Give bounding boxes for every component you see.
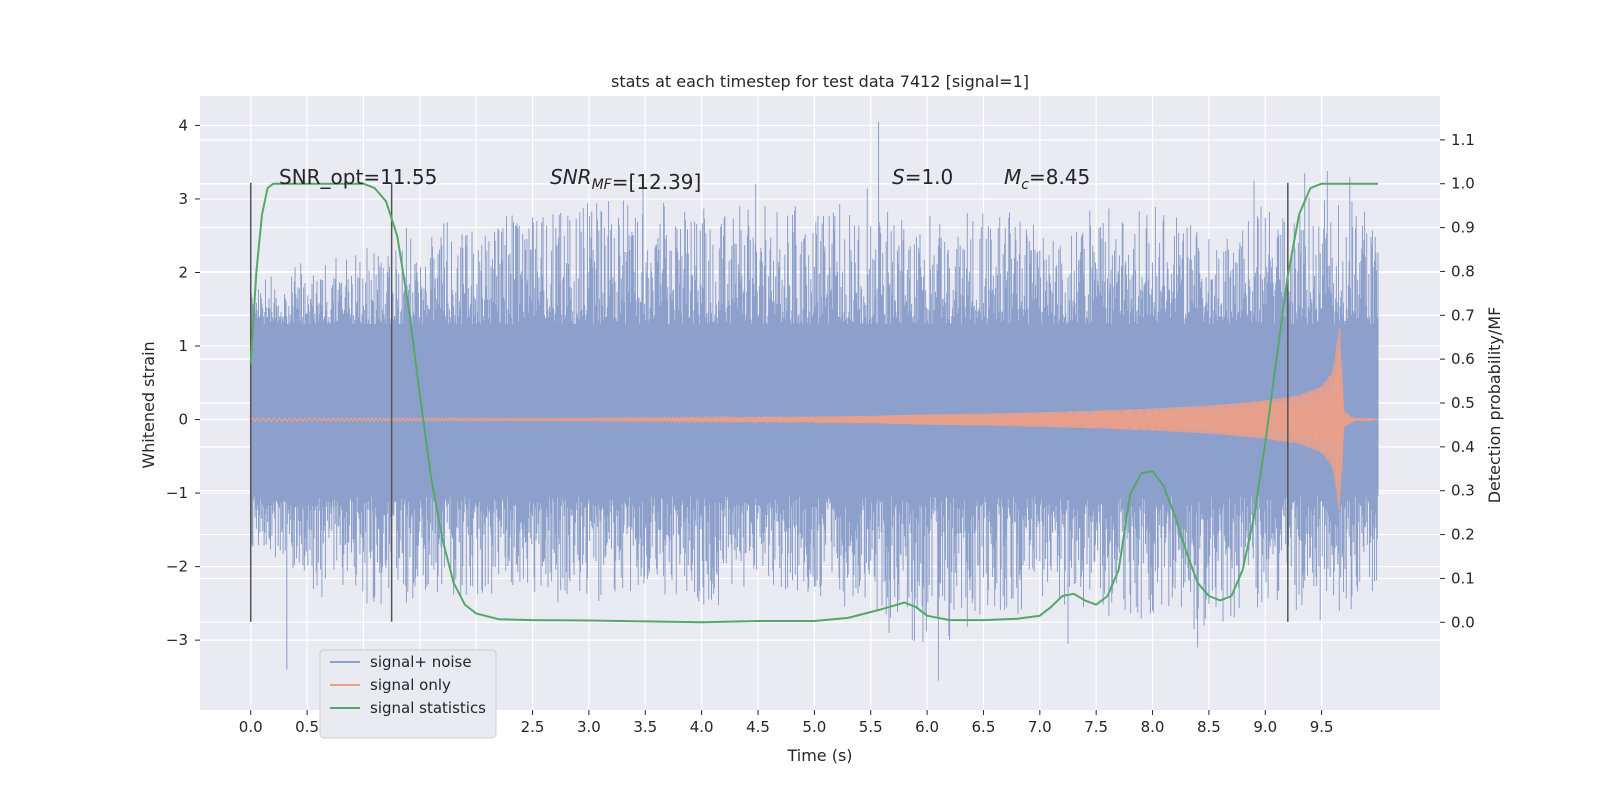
- x-tick-label: 0.0: [239, 718, 263, 736]
- x-tick-label: 6.5: [972, 718, 996, 736]
- x-tick-label: 5.5: [859, 718, 883, 736]
- x-tick-label: 9.5: [1310, 718, 1334, 736]
- y-tick-label: 2: [178, 263, 188, 281]
- x-tick-label: 3.5: [633, 718, 657, 736]
- y-tick-label: −1: [166, 484, 188, 502]
- legend-label-noise: signal+ noise: [370, 653, 472, 671]
- x-tick-label: 4.5: [746, 718, 770, 736]
- annotation-s-main: S: [892, 165, 905, 189]
- x-tick-label: 6.0: [915, 718, 939, 736]
- window-markers: [249, 182, 1289, 622]
- annotation-mc: Mc=8.45: [1004, 165, 1090, 193]
- legend-label-signal: signal only: [370, 676, 451, 694]
- x-tick-label: 9.0: [1253, 718, 1277, 736]
- signal-only-envelope: [814, 327, 1350, 512]
- y-axis-label: Whitened strain: [139, 341, 158, 468]
- signal-statistics-series: [249, 182, 1378, 624]
- annotation-snr-opt: SNR_opt=11.55: [279, 165, 437, 189]
- annotation-mc-rest: =8.45: [1029, 165, 1090, 189]
- y-tick-label: 0: [178, 411, 188, 429]
- y2-axis-ticks: 0.0 0.1 0.2 0.3 0.4 0.5 0.6 0.7 0.8 0.9 1.0 1.1: [1440, 131, 1475, 631]
- y2-tick-label: 0.1: [1451, 569, 1475, 587]
- y2-tick-label: 0.4: [1451, 438, 1475, 456]
- x-axis-label: Time (s): [786, 746, 852, 765]
- y2-tick-label: 1.1: [1451, 131, 1475, 149]
- y-tick-label: 1: [178, 337, 188, 355]
- y2-tick-label: 0.2: [1451, 526, 1475, 544]
- x-tick-label: 7.0: [1028, 718, 1052, 736]
- y2-tick-label: 1.0: [1451, 175, 1475, 193]
- y-axis-ticks: −3 −2 −1 0 1 2 3 4: [166, 116, 200, 649]
- x-tick-label: 8.0: [1141, 718, 1165, 736]
- y-tick-label: −3: [166, 631, 188, 649]
- y-tick-label: 4: [178, 116, 188, 134]
- signal-statistics-line: [249, 182, 1378, 624]
- annotation-snr-mf-rest: =[12.39]: [612, 170, 702, 194]
- x-tick-label: 4.0: [690, 718, 714, 736]
- chart-title: stats at each timestep for test data 741…: [611, 72, 1029, 91]
- legend-label-stats: signal statistics: [370, 699, 486, 717]
- annotation-mc-sub: c: [1021, 177, 1029, 193]
- y2-tick-label: 0.0: [1451, 613, 1475, 631]
- legend: signal+ noise signal only signal statist…: [319, 649, 497, 739]
- y2-axis-label: Detection probability/MF: [1485, 307, 1504, 504]
- annotation-snr-mf: SNRMF=[12.39]: [550, 165, 701, 194]
- x-axis-ticks: 0.00.51.01.52.02.53.03.54.04.55.05.56.06…: [239, 710, 1334, 736]
- x-tick-label: 8.5: [1197, 718, 1221, 736]
- x-tick-label: 0.5: [295, 718, 319, 736]
- x-tick-label: 2.5: [521, 718, 545, 736]
- y2-tick-label: 0.7: [1451, 306, 1475, 324]
- legend-box: [319, 649, 497, 739]
- y2-tick-label: 0.5: [1451, 394, 1475, 412]
- y2-tick-label: 0.8: [1451, 262, 1475, 280]
- x-tick-label: 3.0: [577, 718, 601, 736]
- y2-tick-label: 0.6: [1451, 350, 1475, 368]
- x-tick-label: 5.0: [802, 718, 826, 736]
- annotation-snr-mf-main: SNR: [550, 165, 592, 189]
- annotation-snr-mf-sub: MF: [592, 177, 613, 193]
- signal-only-series: [250, 327, 1379, 512]
- y-tick-label: 3: [178, 190, 188, 208]
- y2-tick-label: 0.3: [1451, 482, 1475, 500]
- y2-tick-label: 0.9: [1451, 219, 1475, 237]
- x-tick-label: 7.5: [1084, 718, 1108, 736]
- annotation-mc-main: M: [1004, 165, 1021, 189]
- y-tick-label: −2: [166, 558, 188, 576]
- annotation-s: S=1.0: [892, 165, 953, 189]
- annotation-s-rest: =1.0: [905, 165, 954, 189]
